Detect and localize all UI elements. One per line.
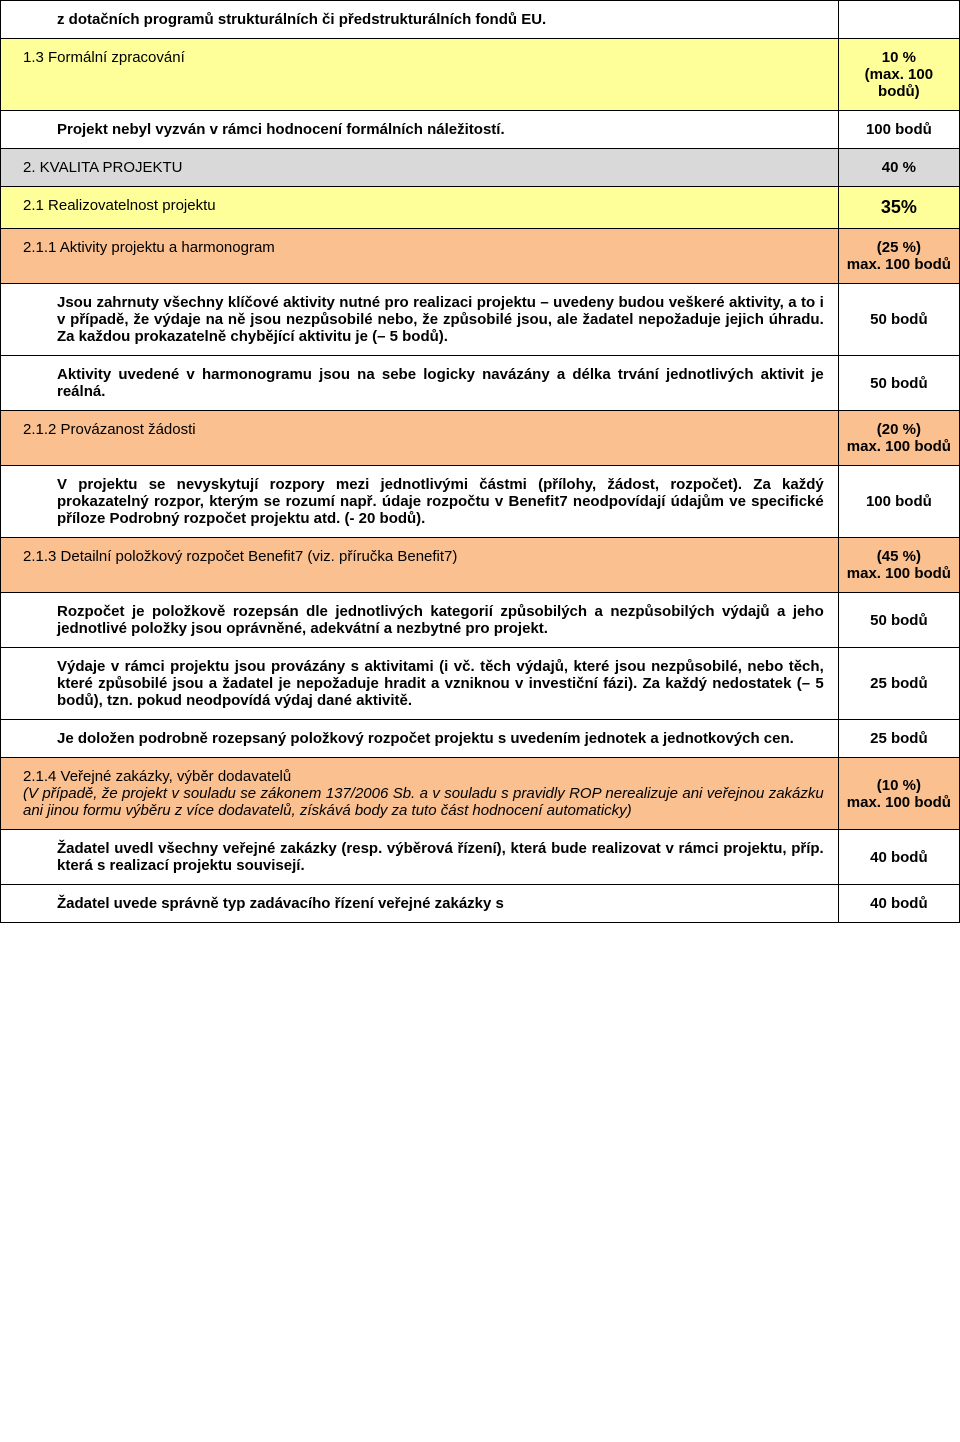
row-note: (V případě, že projekt v souladu se záko… <box>23 785 824 819</box>
row-value: 40 bodů <box>838 885 959 923</box>
row-value: 50 bodů <box>838 593 959 648</box>
table-row: Je doložen podrobně rozepsaný položkový … <box>1 720 960 758</box>
table-row: 1.3 Formální zpracování 10 % (max. 100 b… <box>1 39 960 111</box>
table-row: Projekt nebyl vyzván v rámci hodnocení f… <box>1 111 960 149</box>
row-text: Rozpočet je položkově rozepsán dle jedno… <box>1 593 839 648</box>
table-row: V projektu se nevyskytují rozpory mezi j… <box>1 466 960 538</box>
row-value: 25 bodů <box>838 648 959 720</box>
table-row: 2.1.2 Provázanost žádosti (20 %) max. 10… <box>1 411 960 466</box>
row-text: 2.1.4 Veřejné zakázky, výběr dodavatelů … <box>1 758 839 830</box>
row-value <box>838 1 959 39</box>
row-title: 2.1.4 Veřejné zakázky, výběr dodavatelů <box>23 768 291 785</box>
row-text: Jsou zahrnuty všechny klíčové aktivity n… <box>1 284 839 356</box>
row-text: Projekt nebyl vyzván v rámci hodnocení f… <box>1 111 839 149</box>
evaluation-table-page: z dotačních programů strukturálních či p… <box>0 0 960 923</box>
row-value: (10 %) max. 100 bodů <box>838 758 959 830</box>
row-value: 50 bodů <box>838 356 959 411</box>
row-value: 40 % <box>838 149 959 187</box>
row-text: 2. KVALITA PROJEKTU <box>1 149 839 187</box>
table-row: 2. KVALITA PROJEKTU 40 % <box>1 149 960 187</box>
table-row: 2.1.3 Detailní položkový rozpočet Benefi… <box>1 538 960 593</box>
row-value: (45 %) max. 100 bodů <box>838 538 959 593</box>
row-text: 1.3 Formální zpracování <box>1 39 839 111</box>
row-text: z dotačních programů strukturálních či p… <box>1 1 839 39</box>
table-row: Výdaje v rámci projektu jsou provázány s… <box>1 648 960 720</box>
table-row: Žadatel uvede správně typ zadávacího říz… <box>1 885 960 923</box>
row-text: 2.1 Realizovatelnost projektu <box>1 187 839 229</box>
row-value: 100 bodů <box>838 466 959 538</box>
table-row: 2.1.4 Veřejné zakázky, výběr dodavatelů … <box>1 758 960 830</box>
row-value: 25 bodů <box>838 720 959 758</box>
row-text: 2.1.2 Provázanost žádosti <box>1 411 839 466</box>
row-value: 100 bodů <box>838 111 959 149</box>
table-row: Rozpočet je položkově rozepsán dle jedno… <box>1 593 960 648</box>
row-text: Žadatel uvedl všechny veřejné zakázky (r… <box>1 830 839 885</box>
row-text: 2.1.1 Aktivity projektu a harmonogram <box>1 229 839 284</box>
table-row: Aktivity uvedené v harmonogramu jsou na … <box>1 356 960 411</box>
row-text: Aktivity uvedené v harmonogramu jsou na … <box>1 356 839 411</box>
table-row: 2.1 Realizovatelnost projektu 35% <box>1 187 960 229</box>
row-value: 40 bodů <box>838 830 959 885</box>
row-value: 50 bodů <box>838 284 959 356</box>
row-text: 2.1.3 Detailní položkový rozpočet Benefi… <box>1 538 839 593</box>
row-value: 10 % (max. 100 bodů) <box>838 39 959 111</box>
row-text: Výdaje v rámci projektu jsou provázány s… <box>1 648 839 720</box>
row-text: Žadatel uvede správně typ zadávacího říz… <box>1 885 839 923</box>
table-row: 2.1.1 Aktivity projektu a harmonogram (2… <box>1 229 960 284</box>
table-row: Žadatel uvedl všechny veřejné zakázky (r… <box>1 830 960 885</box>
evaluation-table: z dotačních programů strukturálních či p… <box>0 0 960 923</box>
row-value: (25 %) max. 100 bodů <box>838 229 959 284</box>
table-row: Jsou zahrnuty všechny klíčové aktivity n… <box>1 284 960 356</box>
table-row: z dotačních programů strukturálních či p… <box>1 1 960 39</box>
row-value: (20 %) max. 100 bodů <box>838 411 959 466</box>
row-value: 35% <box>838 187 959 229</box>
row-text: V projektu se nevyskytují rozpory mezi j… <box>1 466 839 538</box>
row-text: Je doložen podrobně rozepsaný položkový … <box>1 720 839 758</box>
